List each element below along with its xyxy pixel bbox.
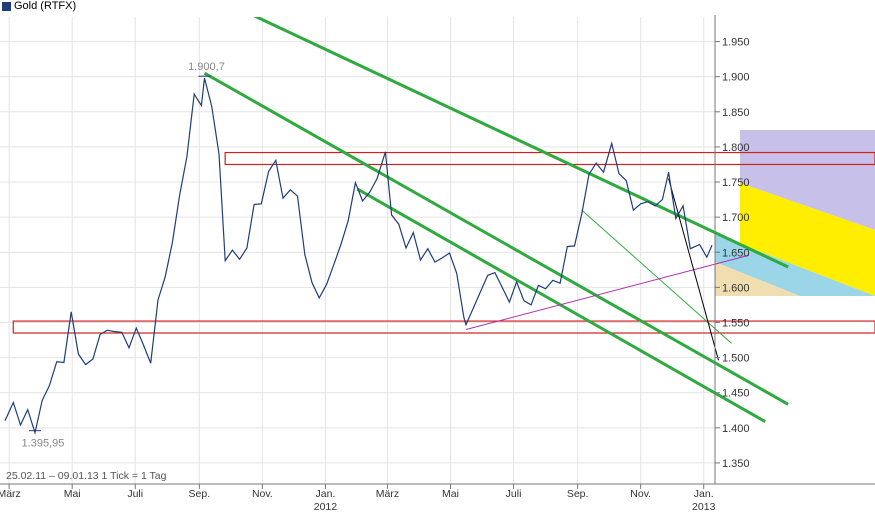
y-tick-label: 1.400 xyxy=(722,423,750,435)
target-zone-blue xyxy=(715,232,875,296)
thin-green-line xyxy=(581,209,732,344)
y-axis-ticks: 1.950 1.900 1.850 1.800 1.750 1.700 1.650 1.600… xyxy=(715,37,750,470)
x-tick-label: Jan. xyxy=(315,488,335,500)
x-tick-label: Jan. xyxy=(694,488,714,500)
x-tick-label: März xyxy=(376,488,399,500)
y-tick-label: 1.950 xyxy=(722,37,750,49)
y-tick-label: 1.600 xyxy=(722,282,750,294)
target-zone-purple xyxy=(740,130,875,230)
x-tick-label: Nov. xyxy=(630,488,651,500)
info-text: 25.02.11 – 09.01.13 1 Tick = 1 Tag xyxy=(6,470,167,482)
lower-support-zone xyxy=(12,320,875,334)
target-zone-yellow xyxy=(740,183,875,296)
black-short-trend-line xyxy=(668,178,719,361)
x-tick-label: März xyxy=(0,488,21,500)
y-tick-label: 1.550 xyxy=(722,317,750,329)
y-tick-label: 1.750 xyxy=(722,177,750,189)
annotations: 1.900,7 1.395,95 xyxy=(22,61,225,449)
purple-support-line xyxy=(465,254,750,330)
x-tick-label: Sep. xyxy=(567,488,589,500)
x-tick-label: Nov. xyxy=(252,488,273,500)
y-tick-label: 1.850 xyxy=(722,107,750,119)
annotation-label: 1.900,7 xyxy=(188,61,225,73)
lower-channel-line xyxy=(356,187,766,423)
x-tick-label: Juli xyxy=(506,488,522,500)
x-tick-year-label: 2013 xyxy=(692,501,716,513)
y-tick-label: 1.650 xyxy=(722,247,750,259)
annotation-label: 1.395,95 xyxy=(22,438,65,450)
x-tick-label: Sep. xyxy=(189,488,211,500)
y-tick-label: 1.350 xyxy=(722,458,750,470)
y-tick-label: 1.900 xyxy=(722,72,750,84)
grid xyxy=(0,17,715,484)
trend-lines xyxy=(203,17,789,423)
target-zone-tan xyxy=(715,262,800,296)
x-tick-year-label: 2012 xyxy=(314,501,338,513)
legend-label: Gold (RTFX) xyxy=(14,0,77,12)
y-tick-label: 1.450 xyxy=(722,388,750,400)
x-tick-label: Mai xyxy=(64,488,81,500)
y-tick-label: 1.700 xyxy=(722,212,750,224)
upper-channel-line xyxy=(253,17,789,269)
middle-channel-line xyxy=(203,71,789,406)
legend-color-box xyxy=(2,2,11,11)
x-tick-label: Juli xyxy=(127,488,143,500)
gold-price-line xyxy=(4,77,713,436)
x-tick-label: Mai xyxy=(442,488,459,500)
y-tick-label: 1.800 xyxy=(722,142,750,154)
y-tick-label: 1.500 xyxy=(722,353,750,365)
target-zones xyxy=(715,130,875,296)
